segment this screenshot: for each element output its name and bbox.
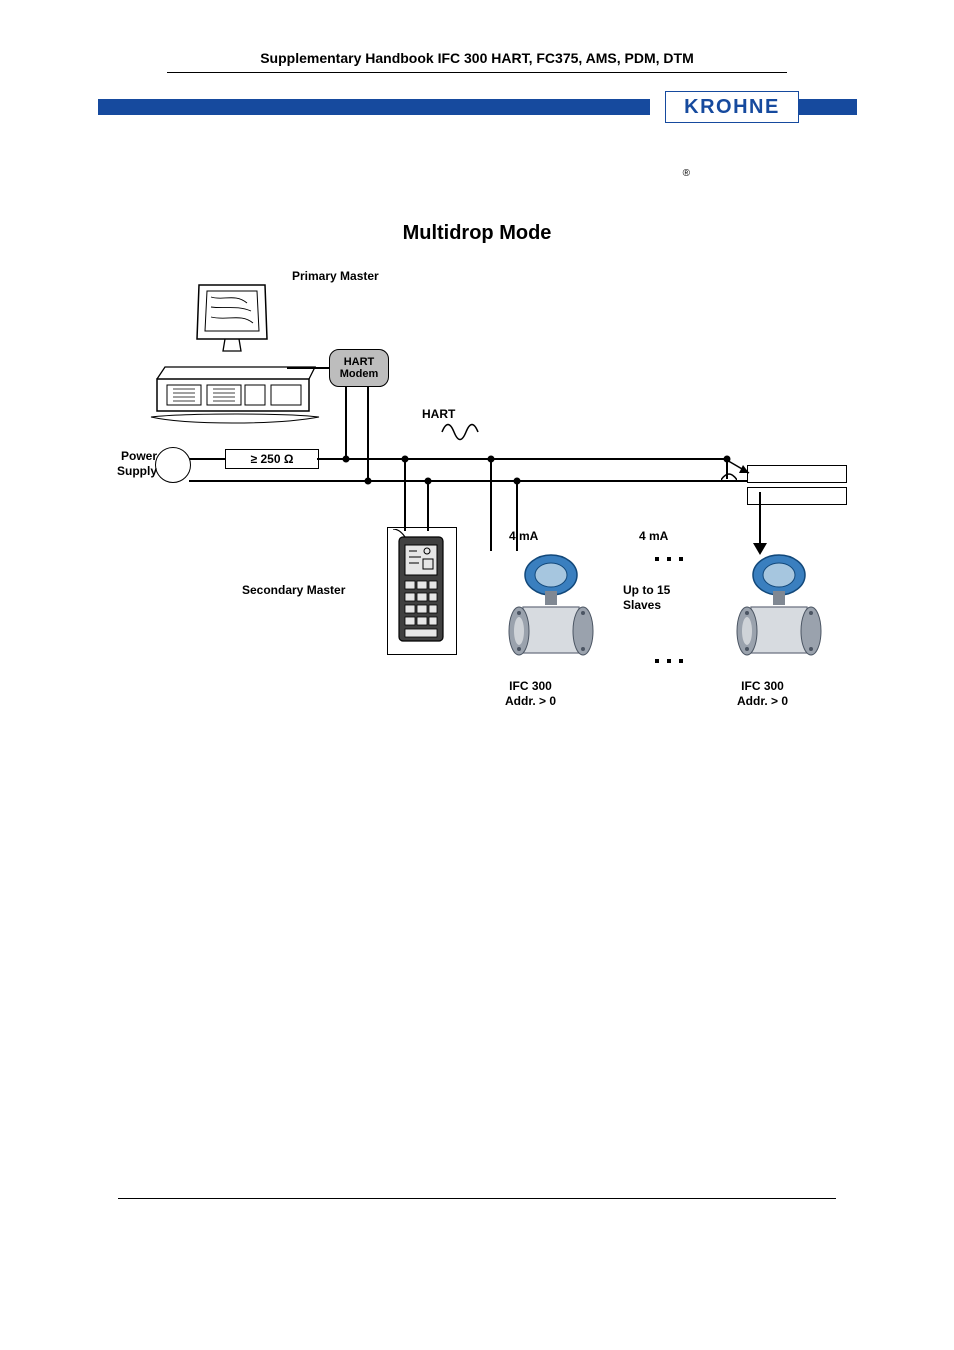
wire	[317, 458, 727, 460]
blue-bar-left	[98, 99, 650, 115]
handheld-frame	[387, 527, 457, 655]
wire	[287, 367, 329, 369]
resistor-label: ≥ 250 Ω	[251, 452, 294, 466]
wire	[490, 459, 492, 551]
device2-caption: IFC 300 Addr. > 0	[737, 679, 788, 709]
terminal-block	[747, 465, 847, 501]
registered-mark-icon: ®	[683, 168, 690, 179]
device1-caption: IFC 300 Addr. > 0	[505, 679, 556, 709]
terminal-cell	[747, 487, 847, 505]
hart-modem-node: HART Modem	[329, 349, 389, 387]
brand-bar: KROHNE	[0, 91, 954, 127]
footer-rule	[118, 1198, 836, 1199]
slave-count-label: Up to 15 Slaves	[623, 583, 670, 613]
wire	[404, 459, 406, 531]
secondary-master-label: Secondary Master	[242, 583, 345, 598]
blue-bar-right	[795, 99, 857, 115]
wire	[189, 458, 225, 460]
terminal-cell	[747, 465, 847, 483]
page-header: Supplementary Handbook IFC 300 HART, FC3…	[0, 0, 954, 72]
power-supply-label: Power Supply	[107, 449, 157, 479]
wire	[189, 480, 749, 482]
flow-meter-1-icon	[489, 547, 599, 657]
wire	[345, 387, 347, 459]
four-ma-label-1: 4 mA	[509, 529, 538, 544]
header-rule	[167, 72, 787, 73]
four-ma-label-2: 4 mA	[639, 529, 668, 544]
hart-modem-label: HART Modem	[340, 356, 379, 380]
multidrop-diagram: Primary Master	[107, 269, 847, 749]
wire	[759, 492, 761, 548]
hart-label: HART	[422, 407, 455, 422]
wire	[726, 459, 728, 479]
ellipsis-icon	[655, 659, 683, 663]
resistor-box: ≥ 250 Ω	[225, 449, 319, 469]
wire	[367, 387, 369, 482]
ellipsis-icon	[655, 557, 683, 561]
diagram-title: Multidrop Mode	[0, 222, 954, 245]
flow-meter-2-icon	[717, 547, 827, 657]
computer-icon	[137, 279, 337, 429]
hart-signal-icon	[440, 421, 480, 443]
wire	[427, 481, 429, 531]
power-supply-icon	[155, 447, 191, 483]
krohne-logo: KROHNE	[665, 91, 799, 123]
logo-text: KROHNE	[684, 96, 780, 119]
